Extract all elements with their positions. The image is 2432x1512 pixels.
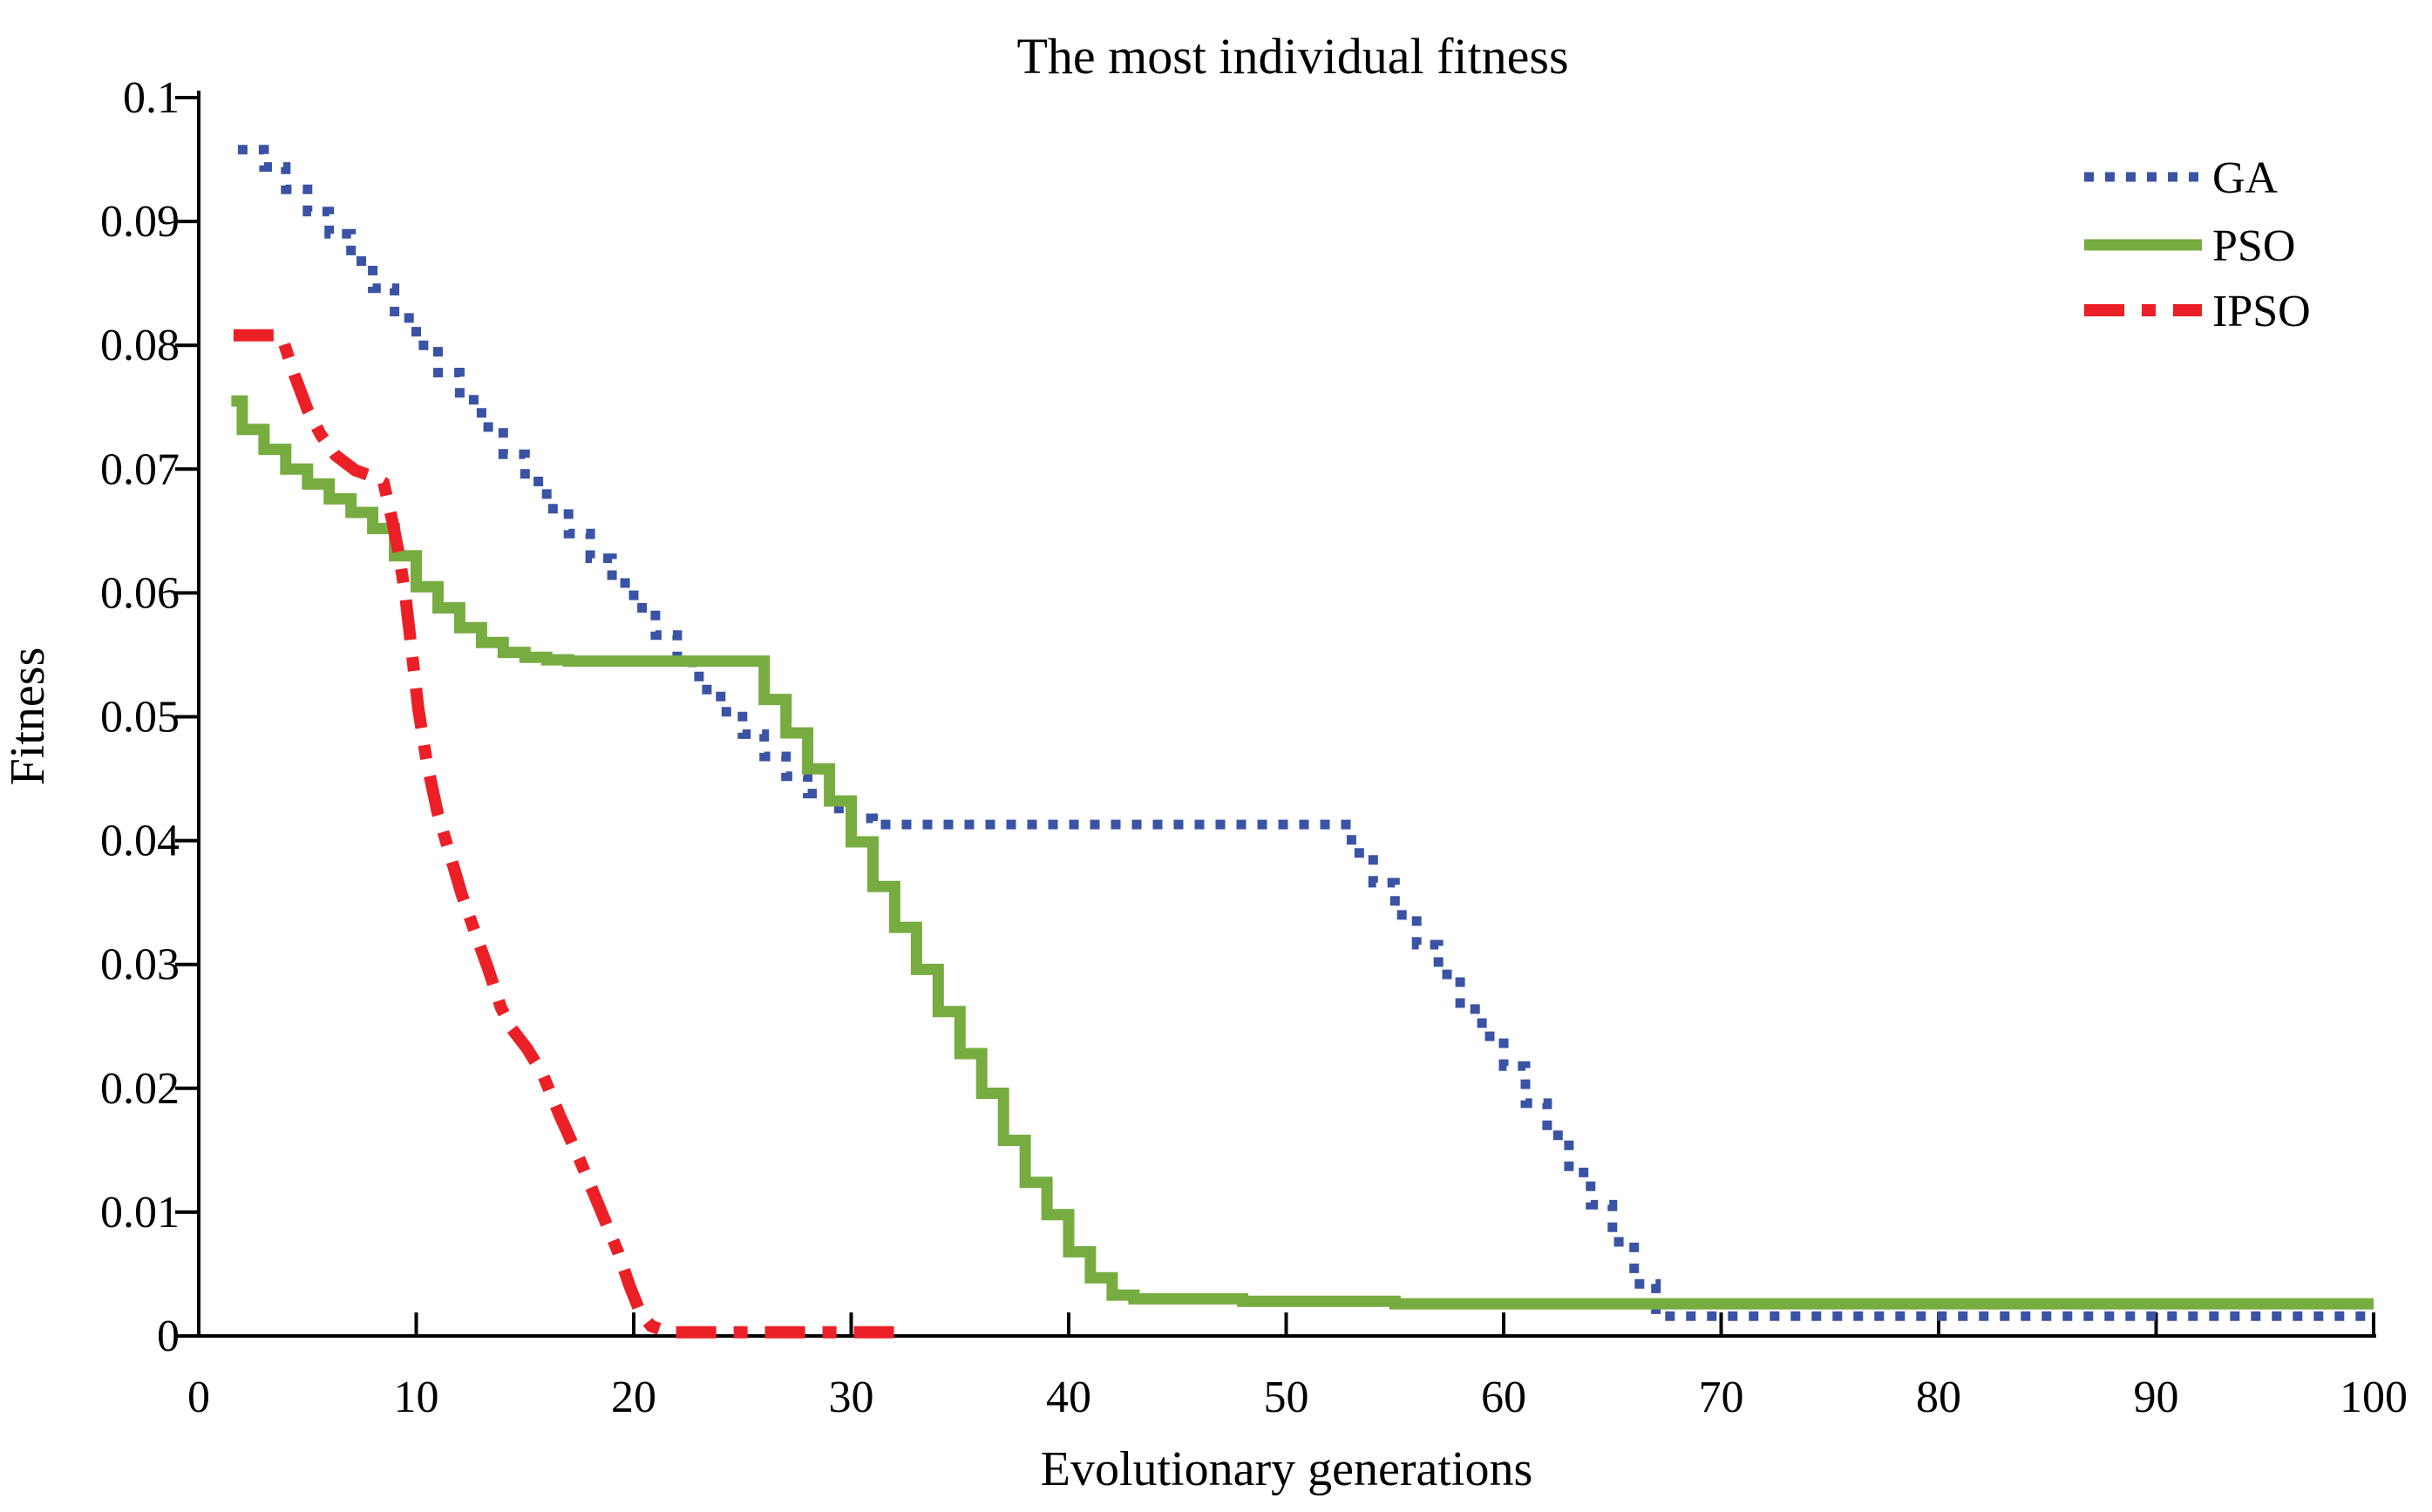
axis-lines [197, 91, 2376, 1338]
x-tick-label: 70 [1699, 1373, 1744, 1422]
x-tick-label: 60 [1481, 1373, 1526, 1422]
y-tick-label: 0.03 [100, 940, 180, 990]
y-tick-label: 0.02 [100, 1064, 180, 1114]
legend: GA PSO IPSO [2084, 153, 2311, 336]
x-tick-label: 10 [394, 1373, 439, 1422]
x-tick-label: 90 [2134, 1373, 2179, 1422]
x-tick-label: 100 [2340, 1373, 2408, 1422]
series-path-ga [237, 145, 2374, 1321]
y-tick-label: 0.08 [100, 321, 180, 370]
legend-ipso-label: IPSO [2212, 287, 2311, 336]
legend-item-pso: PSO [2084, 221, 2295, 271]
y-tick-label: 0.09 [100, 197, 180, 247]
series-ipso-line [233, 329, 900, 1339]
chart-title: The most individual fitness [1016, 28, 1568, 85]
x-tick-label: 20 [611, 1373, 656, 1422]
y-axis-ticks: 0 0.01 0.02 0.03 0.04 0.05 0.06 0.07 0.08 0.09 0.1 [100, 73, 199, 1361]
legend-item-ga: GA [2084, 153, 2279, 203]
legend-pso-label: PSO [2212, 221, 2295, 271]
y-tick-label: 0.07 [100, 444, 180, 494]
x-tick-label: 50 [1264, 1373, 1309, 1422]
series-path-ipso [233, 329, 900, 1339]
y-tick-label: 0.05 [100, 693, 180, 742]
x-axis-label: Evolutionary generations [1041, 1442, 1533, 1496]
legend-item-ipso: IPSO [2084, 287, 2311, 336]
series-path-pso [231, 395, 2374, 1310]
x-tick-label: 0 [187, 1373, 210, 1422]
y-tick-label: 0.04 [100, 817, 180, 866]
y-tick-label: 0.06 [100, 568, 180, 618]
x-axis-ticks: 0 10 20 30 40 50 60 70 80 90 100 [187, 1312, 2408, 1422]
axes [197, 91, 2376, 1338]
x-tick-label: 30 [829, 1373, 874, 1422]
x-tick-label: 40 [1046, 1373, 1091, 1422]
y-tick-label: 0 [157, 1312, 180, 1361]
x-tick-label: 80 [1916, 1373, 1961, 1422]
series-ga-line [237, 145, 2374, 1321]
series-pso-line [231, 395, 2374, 1310]
y-tick-label: 0.1 [123, 73, 180, 123]
y-axis-label: Fitness [1, 648, 55, 786]
y-tick-label: 0.01 [100, 1188, 180, 1237]
legend-ga-label: GA [2212, 153, 2279, 203]
